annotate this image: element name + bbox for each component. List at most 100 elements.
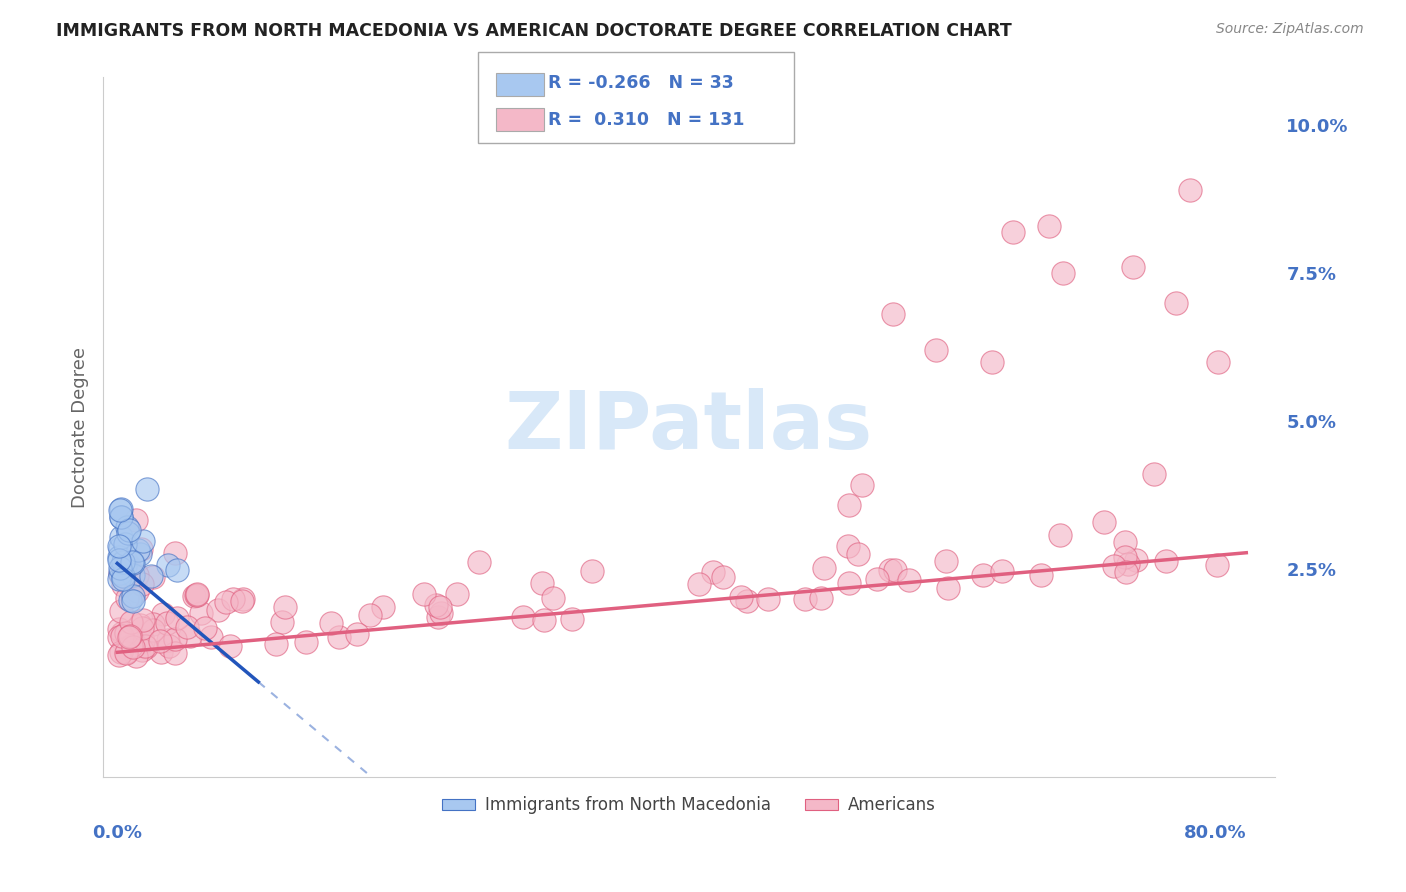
Point: [107, 540, 129, 554]
Point: [166, 563, 188, 577]
Text: 0.0%: 0.0%: [93, 824, 142, 842]
Point: [991, 564, 1014, 578]
Point: [1049, 528, 1071, 542]
Point: [163, 546, 186, 560]
Point: [110, 510, 132, 524]
Point: [111, 626, 134, 640]
Point: [884, 563, 907, 577]
Point: [882, 308, 904, 322]
Point: [1102, 559, 1125, 574]
Point: [1154, 554, 1177, 568]
Point: [134, 639, 156, 653]
Point: [935, 553, 957, 567]
Point: [533, 613, 555, 627]
Point: [756, 591, 779, 606]
Point: [152, 607, 174, 621]
Point: [371, 600, 394, 615]
Point: [118, 559, 141, 574]
Point: [125, 568, 148, 582]
Point: [1164, 295, 1187, 310]
Point: [190, 606, 212, 620]
Point: [274, 599, 297, 614]
Point: [730, 591, 752, 605]
Point: [111, 629, 134, 643]
Point: [328, 630, 350, 644]
Point: [121, 588, 143, 602]
Point: [108, 561, 131, 575]
Point: [150, 645, 173, 659]
Point: [142, 617, 165, 632]
Point: [1092, 515, 1115, 529]
Point: [1038, 219, 1060, 233]
Point: [925, 343, 948, 357]
Point: [688, 576, 710, 591]
Point: [541, 591, 564, 605]
Point: [359, 608, 381, 623]
Point: [176, 620, 198, 634]
Point: [1052, 266, 1074, 280]
Point: [122, 590, 145, 604]
Point: [110, 530, 132, 544]
Point: [117, 591, 139, 605]
Point: [179, 629, 201, 643]
Point: [530, 575, 553, 590]
Point: [429, 606, 451, 620]
Point: [120, 639, 142, 653]
Point: [1178, 183, 1201, 197]
Point: [110, 503, 132, 517]
Point: [413, 587, 436, 601]
Point: [561, 612, 583, 626]
Point: [141, 568, 163, 582]
Point: [581, 565, 603, 579]
Point: [1031, 568, 1053, 582]
Y-axis label: Doctorate Degree: Doctorate Degree: [72, 347, 89, 508]
Point: [108, 567, 131, 582]
Point: [142, 570, 165, 584]
Point: [149, 634, 172, 648]
Point: [702, 566, 724, 580]
Point: [120, 639, 142, 653]
Point: [114, 537, 136, 551]
Point: [121, 556, 143, 570]
Point: [1114, 534, 1136, 549]
Point: [321, 616, 343, 631]
Point: [1002, 225, 1025, 239]
Point: [427, 610, 450, 624]
Point: [122, 594, 145, 608]
Point: [711, 570, 734, 584]
Point: [898, 573, 921, 587]
Point: [115, 626, 138, 640]
Point: [295, 634, 318, 648]
Point: [107, 572, 129, 586]
Point: [107, 648, 129, 662]
Point: [120, 630, 142, 644]
Point: [115, 646, 138, 660]
Point: [156, 633, 179, 648]
Point: [114, 552, 136, 566]
Point: [131, 642, 153, 657]
Point: [183, 589, 205, 603]
Point: [186, 588, 208, 602]
Point: [118, 523, 141, 537]
Point: [838, 498, 860, 512]
Point: [108, 566, 131, 580]
Point: [128, 617, 150, 632]
Point: [132, 634, 155, 648]
Text: ZIPatlas: ZIPatlas: [505, 388, 873, 467]
Point: [512, 610, 534, 624]
Point: [110, 604, 132, 618]
Point: [468, 556, 491, 570]
Point: [793, 591, 815, 606]
Point: [108, 541, 131, 555]
Point: [271, 615, 294, 630]
Point: [125, 648, 148, 663]
Text: 80.0%: 80.0%: [1184, 824, 1246, 842]
Point: [184, 588, 207, 602]
Point: [846, 547, 869, 561]
Point: [838, 576, 860, 591]
Point: [1122, 260, 1144, 274]
Point: [1206, 355, 1229, 369]
Point: [129, 542, 152, 557]
Point: [112, 555, 135, 569]
Point: [264, 638, 287, 652]
